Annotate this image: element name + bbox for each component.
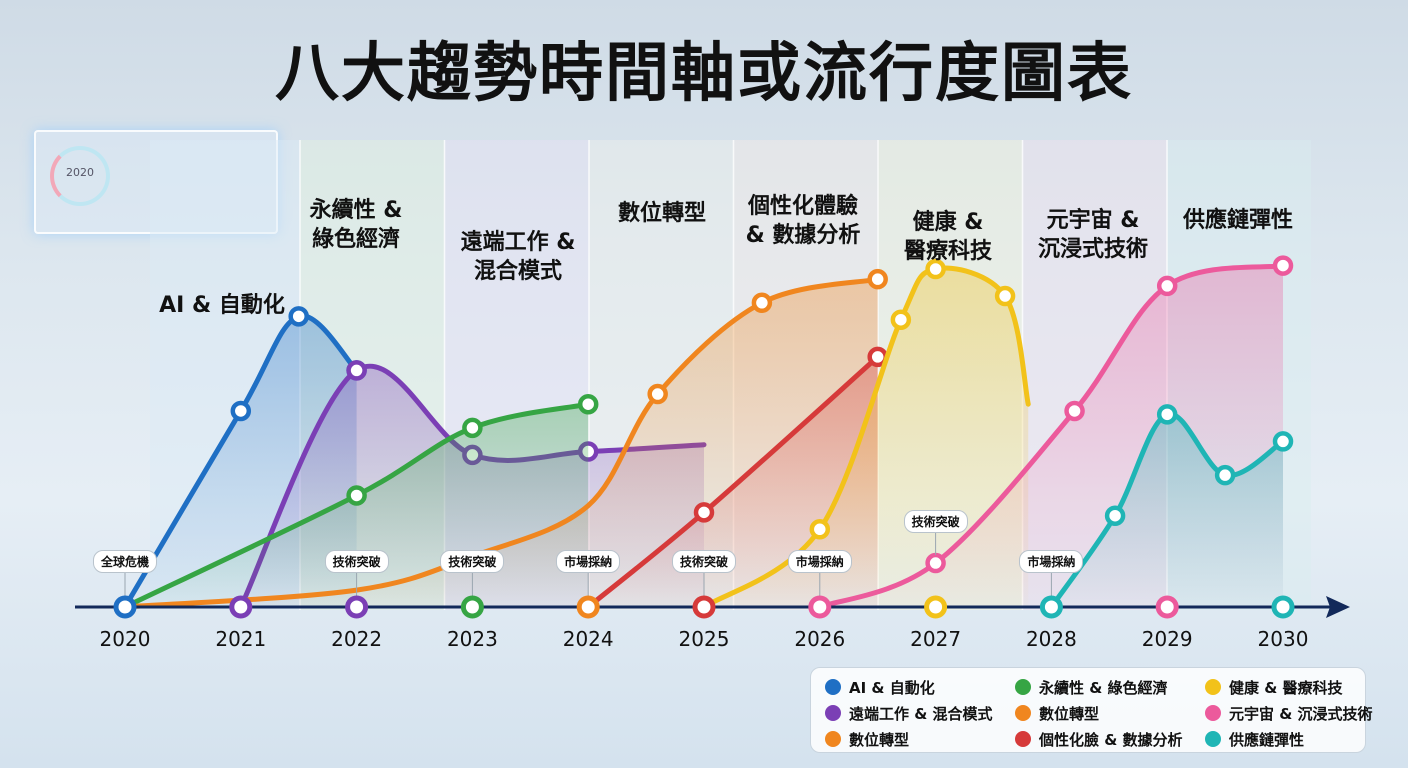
data-point-marker <box>1272 431 1294 452</box>
legend-item: 永續性 & 綠色經濟 <box>1015 674 1205 700</box>
legend-item: 元宇宙 & 沉浸式技術 <box>1205 700 1381 726</box>
data-point-marker <box>925 258 946 280</box>
legend-item: 供應鏈彈性 <box>1205 726 1381 752</box>
legend-color-swatch-icon <box>825 705 841 721</box>
milestone-label: 市場採納 <box>1019 550 1084 573</box>
legend-color-swatch-icon <box>1205 679 1221 695</box>
year-marker <box>460 595 484 619</box>
legend-label: 個性化臉 & 數據分析 <box>1039 730 1183 749</box>
year-label: 2026 <box>794 627 846 651</box>
year-label: 2030 <box>1257 627 1309 651</box>
progress-ring-icon <box>50 146 110 206</box>
page-title: 八大趨勢時間軸或流行度圖表 <box>275 36 1133 111</box>
trend-panel-title: 供應鏈彈性 <box>1182 208 1293 233</box>
data-point-marker <box>647 383 668 405</box>
data-point-marker <box>1104 505 1126 526</box>
data-point-marker <box>462 417 483 439</box>
data-point-marker <box>1064 400 1085 422</box>
year-marker <box>1271 595 1295 619</box>
trend-panel-title: 數位轉型 <box>617 201 706 226</box>
year-label: 2027 <box>910 627 962 651</box>
legend-item: 健康 & 醫療科技 <box>1205 674 1381 700</box>
year-label: 2029 <box>1141 627 1193 651</box>
year-label: 2024 <box>562 627 614 651</box>
legend-color-swatch-icon <box>1015 679 1031 695</box>
year-marker <box>1155 595 1179 619</box>
year-marker <box>345 595 369 619</box>
data-point-marker <box>346 360 367 381</box>
legend-label: 數位轉型 <box>1039 704 1100 723</box>
milestone-label: 市場採納 <box>787 550 852 573</box>
data-point-marker <box>1272 255 1294 276</box>
milestone-label: 技術突破 <box>671 550 737 573</box>
legend-color-swatch-icon <box>825 731 841 747</box>
year-label: 2025 <box>678 627 730 651</box>
data-point-marker <box>925 552 946 574</box>
legend-color-swatch-icon <box>1205 731 1221 747</box>
legend-label: 數位轉型 <box>849 730 910 749</box>
legend-label: 遠端工作 & 混合模式 <box>849 704 993 723</box>
data-point-marker <box>1156 404 1178 425</box>
data-point-marker <box>693 502 715 523</box>
data-point-marker <box>288 306 309 327</box>
chart-legend: AI & 自動化 永續性 & 綠色經濟 健康 & 醫療科技 遠端工作 & 混合模式 數位… <box>810 667 1373 753</box>
trend-panel-title: 遠端工作 & 混合模式 <box>460 230 576 284</box>
data-point-marker <box>230 400 252 422</box>
legend-item: AI & 自動化 <box>825 674 1015 700</box>
legend-item: 個性化臉 & 數據分析 <box>1015 726 1205 752</box>
milestone-label: 市場採納 <box>556 550 621 573</box>
year-label: 2020 <box>99 627 151 651</box>
data-point-marker <box>1214 464 1236 486</box>
year-marker <box>229 595 253 619</box>
legend-color-swatch-icon <box>825 679 841 695</box>
year-marker <box>692 595 716 619</box>
data-point-marker <box>346 485 367 506</box>
year-marker <box>576 595 600 619</box>
axis-arrow-icon <box>1326 596 1350 618</box>
legend-label: AI & 自動化 <box>849 678 935 697</box>
data-point-marker <box>577 393 599 415</box>
milestone-label: 技術突破 <box>324 550 389 573</box>
legend-label: 健康 & 醫療科技 <box>1229 678 1343 697</box>
trend-panel-title: 元宇宙 & 沉浸式技術 <box>1037 208 1148 262</box>
milestone-label: 技術突破 <box>903 510 968 533</box>
year-label: 2028 <box>1025 627 1077 651</box>
trend-panel-title: AI & 自動化 <box>159 293 285 318</box>
legend-item: 數位轉型 <box>825 726 1015 752</box>
legend-item: 數位轉型 <box>1015 700 1205 726</box>
data-point-marker <box>890 309 912 330</box>
legend-color-swatch-icon <box>1015 731 1031 747</box>
year-marker <box>808 595 832 619</box>
legend-label: 元宇宙 & 沉浸式技術 <box>1229 704 1373 723</box>
milestone-label: 技術突破 <box>440 550 505 573</box>
year-marker <box>1039 595 1063 619</box>
legend-color-swatch-icon <box>1015 705 1031 721</box>
year-label: 2021 <box>215 627 267 651</box>
data-point-marker <box>751 292 773 314</box>
year-label: 2023 <box>446 627 498 651</box>
hud-dashboard-decoration: 2020 <box>34 130 278 234</box>
data-point-marker <box>867 268 888 290</box>
legend-label: 永續性 & 綠色經濟 <box>1039 678 1168 697</box>
trend-panel-title: 個性化體驗 & 數據分析 <box>745 194 861 248</box>
year-marker <box>113 595 137 619</box>
trend-panel-title: 健康 & 醫療科技 <box>903 210 992 264</box>
series-line <box>1048 404 1294 610</box>
year-label: 2022 <box>331 627 383 651</box>
legend-color-swatch-icon <box>1205 705 1221 721</box>
year-marker <box>924 595 948 619</box>
legend-item: 遠端工作 & 混合模式 <box>825 700 1015 726</box>
data-point-marker <box>809 519 831 540</box>
hud-year: 2020 <box>66 166 94 179</box>
data-point-marker <box>1156 275 1178 297</box>
milestone-label: 全球危機 <box>92 550 158 573</box>
trend-panel-title: 永續性 & 綠色經濟 <box>309 198 403 252</box>
legend-label: 供應鏈彈性 <box>1229 730 1305 749</box>
data-point-marker <box>994 285 1016 307</box>
